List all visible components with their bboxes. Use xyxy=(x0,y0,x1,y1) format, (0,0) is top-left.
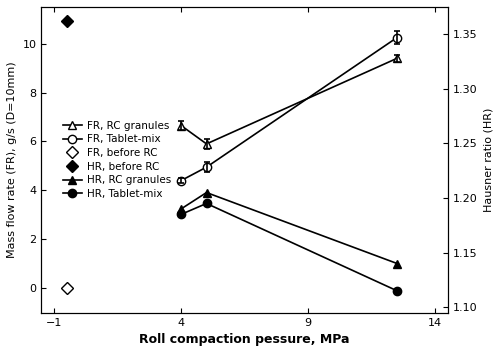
HR, Tablet-mix xyxy=(204,201,210,205)
Y-axis label: Hausner ratio (HR): Hausner ratio (HR) xyxy=(483,108,493,212)
FR, RC granules xyxy=(178,124,184,128)
FR, Tablet-mix xyxy=(204,165,210,169)
Line: FR, Tablet-mix: FR, Tablet-mix xyxy=(177,33,401,185)
Line: HR, RC granules: HR, RC granules xyxy=(177,189,401,268)
Line: FR, RC granules: FR, RC granules xyxy=(177,54,401,148)
FR, Tablet-mix xyxy=(178,179,184,183)
HR, RC granules xyxy=(394,261,400,265)
HR, RC granules xyxy=(178,207,184,211)
FR, RC granules xyxy=(394,56,400,60)
Legend: FR, RC granules, FR, Tablet-mix, FR, before RC, HR, before RC, HR, RC granules, : FR, RC granules, FR, Tablet-mix, FR, bef… xyxy=(59,116,176,203)
HR, Tablet-mix xyxy=(178,212,184,216)
FR, RC granules xyxy=(204,142,210,146)
Line: HR, Tablet-mix: HR, Tablet-mix xyxy=(177,199,401,295)
HR, Tablet-mix xyxy=(394,289,400,293)
FR, Tablet-mix xyxy=(394,35,400,40)
X-axis label: Roll compaction pessure, MPa: Roll compaction pessure, MPa xyxy=(140,333,350,346)
HR, RC granules xyxy=(204,190,210,195)
Y-axis label: Mass flow rate (FR), g/s (D=10mm): Mass flow rate (FR), g/s (D=10mm) xyxy=(7,61,17,258)
